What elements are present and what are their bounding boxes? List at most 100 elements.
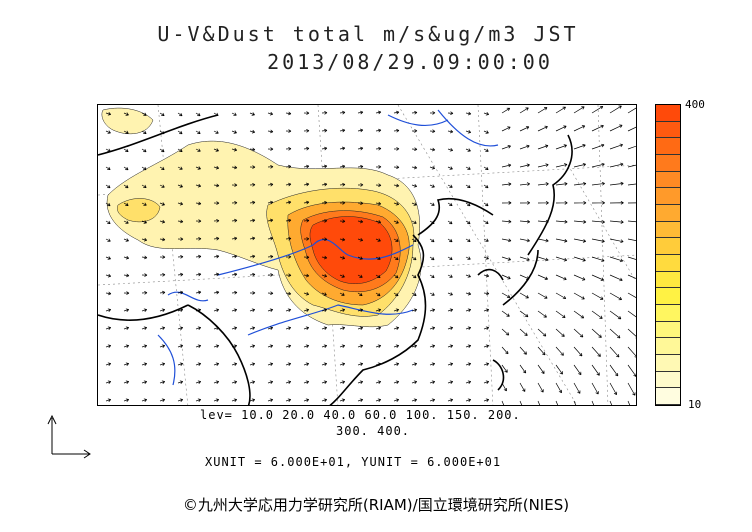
wind-vector (501, 364, 508, 373)
wind-vector (393, 398, 400, 402)
wind-vector (411, 326, 418, 330)
wind-vector (321, 146, 328, 151)
dust-contour-400 (309, 216, 393, 284)
wind-vector (393, 147, 400, 151)
wind-vector-field (105, 105, 636, 405)
wind-vector (357, 238, 364, 242)
wind-vector (123, 255, 130, 260)
wind-vector (573, 238, 587, 243)
map-title: U-V&Dust total m/s&ug/m3 JST (157, 22, 579, 46)
wind-vector (195, 308, 202, 312)
wind-vector (285, 146, 292, 151)
wind-vector (411, 110, 418, 115)
wind-vector (105, 326, 112, 330)
wind-vector (609, 310, 622, 320)
wind-vector (483, 326, 490, 330)
wind-vector (285, 344, 292, 348)
wind-vector (537, 310, 547, 318)
wind-vector (447, 326, 454, 330)
wind-vector (411, 380, 418, 384)
colorbar-segment (656, 271, 680, 289)
wind-vector (555, 382, 562, 394)
dust-forecast-map (97, 104, 637, 406)
wind-vector (141, 326, 148, 330)
wind-vector (321, 380, 328, 384)
wind-vector (447, 362, 454, 366)
wind-vector (591, 124, 604, 132)
colorbar-segment (656, 321, 680, 339)
wind-vector (465, 256, 471, 260)
wind-vector (591, 274, 604, 281)
wind-vector (573, 364, 582, 376)
wind-vector (519, 382, 526, 392)
wind-vector (321, 182, 328, 187)
wind-vector (213, 254, 220, 259)
wind-vector (303, 128, 310, 133)
wind-vector (591, 310, 603, 319)
wind-vector (429, 398, 436, 402)
wind-vector (429, 362, 436, 366)
wind-vector (231, 344, 238, 348)
wind-vector (537, 346, 546, 356)
wind-vector (429, 129, 436, 134)
wind-vector (321, 200, 328, 205)
wind-vector (555, 163, 568, 168)
vector-unit-label: XUNIT = 6.000E+01, YUNIT = 6.000E+01 (205, 455, 502, 469)
wind-vector (267, 273, 274, 277)
wind-vector (321, 274, 328, 278)
wind-vector (573, 382, 581, 394)
wind-vector (267, 398, 274, 402)
wind-vector (555, 310, 566, 318)
wind-vector (555, 201, 568, 205)
wind-vector (159, 344, 166, 348)
wind-vector (429, 256, 435, 261)
wind-vector (429, 184, 435, 188)
wind-vector (195, 112, 201, 117)
wind-vector (627, 328, 636, 339)
wind-vector (465, 380, 472, 384)
wind-vector (501, 382, 507, 392)
wind-vector (447, 344, 454, 348)
wind-vector (231, 200, 238, 205)
wind-vector (573, 292, 585, 300)
wind-vector (537, 400, 541, 405)
wind-vector (501, 163, 512, 168)
wind-vector (231, 308, 238, 312)
wind-vector (375, 380, 382, 384)
wind-vector (357, 326, 364, 330)
wind-vector (375, 165, 382, 169)
wind-vector (537, 144, 549, 150)
wind-vector (141, 184, 147, 188)
wind-vector (573, 181, 587, 186)
wind-vector (267, 326, 274, 330)
wind-vector (285, 362, 292, 366)
wind-vector (303, 255, 310, 260)
wind-vector (249, 362, 256, 366)
wind-vector (483, 220, 489, 224)
wind-vector (177, 272, 184, 277)
wind-vector (357, 362, 364, 366)
wind-vector (627, 400, 631, 405)
wind-vector (393, 362, 400, 366)
wind-vector (429, 292, 435, 296)
wind-vector (375, 362, 382, 366)
wind-vector (177, 112, 183, 117)
wind-vector (303, 308, 310, 312)
colorbar-segment (656, 188, 680, 206)
wind-vector (105, 112, 112, 116)
wind-vector (465, 344, 472, 348)
wind-vector (177, 380, 184, 384)
wind-vector (285, 200, 292, 205)
wind-vector (609, 274, 623, 282)
wind-vector (375, 128, 382, 133)
wind-vector (321, 128, 328, 133)
wind-vector (627, 238, 636, 241)
wind-vector (627, 382, 636, 396)
wind-vector (267, 236, 274, 241)
wind-vector (231, 236, 238, 241)
wind-vector (591, 220, 605, 224)
wind-vector (555, 400, 559, 405)
wind-vector (591, 346, 601, 357)
wind-vector (519, 238, 530, 243)
wind-vector (411, 238, 417, 243)
